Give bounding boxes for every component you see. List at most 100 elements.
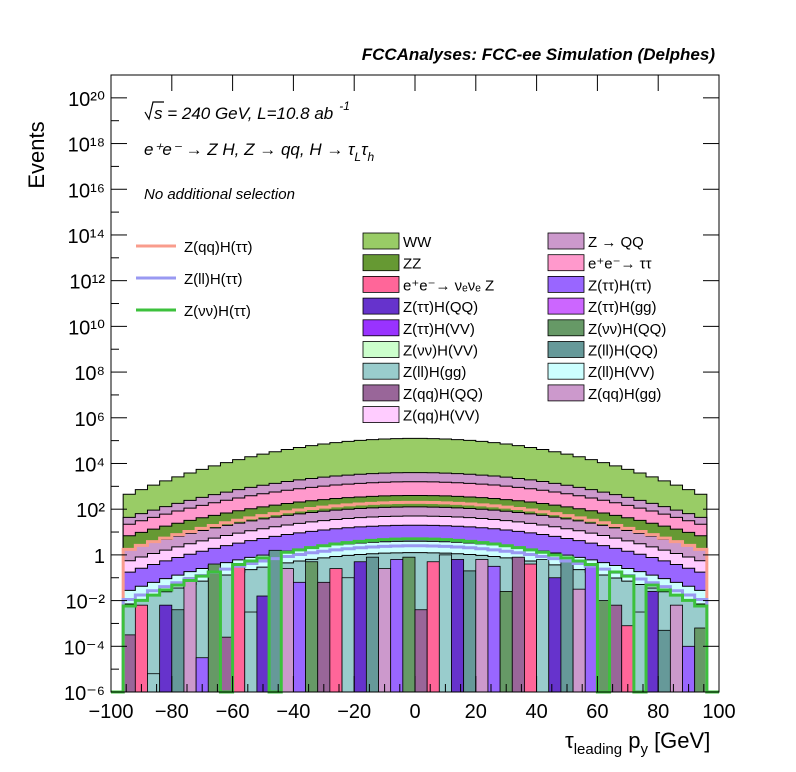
legend-col3-label-0: Z → QQ bbox=[588, 234, 644, 251]
bg-bar-35 bbox=[536, 559, 550, 693]
bg-bar-20 bbox=[353, 561, 367, 693]
y-tick-label-0: 10⁻⁶ bbox=[64, 683, 105, 705]
signal-lines bbox=[111, 500, 719, 694]
process-sub2: h bbox=[367, 150, 374, 164]
legend-col2-label-2: e⁺e⁻→ νₑνₑ Z bbox=[403, 277, 494, 294]
x-label-p: p bbox=[622, 728, 640, 753]
legend-col2-swatch-5 bbox=[362, 341, 400, 358]
bg-bar-12 bbox=[256, 595, 270, 693]
bg-bar-42 bbox=[621, 625, 635, 693]
bg-bar-8 bbox=[207, 563, 221, 693]
legend-col3-swatch-7 bbox=[547, 384, 585, 402]
y-tick-label-2: 10⁻² bbox=[66, 592, 106, 614]
x-label-sub: leading bbox=[574, 741, 622, 758]
process-text: e⁺e⁻ → Z H, Z → qq, H → τ bbox=[144, 140, 356, 159]
y-tick-label-8: 10¹⁰ bbox=[68, 317, 105, 339]
energy-annotation: s = 240 GeV, L=10.8 ab -1 bbox=[144, 99, 350, 123]
legend-col2-label-0: WW bbox=[403, 234, 432, 251]
legend-col3-label-5: Z(ll)H(QQ) bbox=[588, 343, 658, 360]
legend-col3-label-2: Z(ττ)H(ττ) bbox=[588, 277, 652, 294]
legend-col2-label-8: Z(qq)H(VV) bbox=[403, 408, 480, 425]
bg-bar-27 bbox=[438, 554, 452, 693]
bg-bar-44 bbox=[645, 591, 659, 693]
x-axis-label: τleading py [GeV] bbox=[565, 728, 710, 758]
x-tick-label-9: 80 bbox=[647, 701, 669, 723]
bg-bar-22 bbox=[378, 568, 392, 693]
legend-col2-swatch-0 bbox=[362, 232, 400, 250]
bg-bar-21 bbox=[365, 556, 379, 693]
process-tau: τ bbox=[361, 140, 369, 159]
x-tick-label-7: 40 bbox=[525, 701, 547, 723]
legend-col2-swatch-1 bbox=[362, 254, 400, 272]
legend-col2-swatch-3 bbox=[362, 297, 400, 315]
x-label-tau: τ bbox=[565, 728, 574, 753]
legend-line-label-2: Z(νν)H(ττ) bbox=[184, 303, 251, 320]
chart-title: FCCAnalyses: FCC-ee Simulation (Delphes) bbox=[362, 45, 716, 64]
bg-bar-32 bbox=[499, 591, 513, 693]
legend-col2-label-3: Z(ττ)H(QQ) bbox=[403, 299, 478, 316]
x-tick-label-0: −100 bbox=[88, 701, 133, 723]
bg-bar-15 bbox=[292, 581, 306, 693]
y-tick-label-6: 10⁶ bbox=[75, 409, 105, 431]
legend-col3-swatch-1 bbox=[547, 254, 585, 272]
legend-col3-label-6: Z(ll)H(VV) bbox=[588, 364, 655, 381]
legend-col2-label-7: Z(qq)H(QQ) bbox=[403, 386, 483, 403]
legend-col3-label-3: Z(ττ)H(gg) bbox=[588, 299, 657, 316]
legend-col2-swatch-2 bbox=[362, 275, 400, 293]
bg-bar-5 bbox=[171, 609, 185, 693]
selection-annotation: No additional selection bbox=[144, 186, 295, 203]
legend-line-label-0: Z(qq)H(ττ) bbox=[184, 239, 253, 256]
legend-col2-swatch-4 bbox=[362, 319, 400, 337]
bg-bar-4 bbox=[159, 604, 173, 693]
y-axis-label: Events bbox=[24, 121, 49, 188]
bg-bar-38 bbox=[572, 588, 586, 693]
bg-bar-29 bbox=[463, 570, 477, 693]
legend-col3-swatch-0 bbox=[547, 232, 585, 250]
sqrt-symbol bbox=[144, 101, 164, 121]
bg-bar-28 bbox=[451, 559, 465, 693]
bg-bar-31 bbox=[487, 565, 501, 693]
bg-bar-16 bbox=[305, 561, 319, 693]
process-annotation: e⁺e⁻ → Z H, Z → qq, H → τLτh bbox=[144, 140, 374, 164]
x-tick-label-1: −80 bbox=[155, 701, 189, 723]
bg-bar-34 bbox=[524, 563, 538, 693]
y-tick-label-13: 10²⁰ bbox=[68, 89, 105, 111]
bg-bar-2 bbox=[134, 604, 148, 693]
bg-bar-17 bbox=[317, 581, 331, 693]
bg-bar-19 bbox=[341, 577, 355, 693]
bg-bar-41 bbox=[609, 604, 623, 693]
bg-bar-25 bbox=[414, 609, 428, 693]
legend-col2-swatch-8 bbox=[362, 406, 400, 424]
svg-text:s = 240 GeV, L=10.8 ab-1: s = 240 GeV, L=10.8 ab -1 bbox=[154, 99, 350, 123]
legend-col2-swatch-6 bbox=[362, 362, 400, 380]
bg-bar-24 bbox=[402, 556, 416, 693]
bg-bar-36 bbox=[548, 577, 562, 693]
y-tick-label-5: 10⁴ bbox=[74, 454, 105, 476]
bg-bar-14 bbox=[280, 568, 294, 693]
legend-col3-swatch-3 bbox=[547, 297, 585, 315]
x-tick-label-5: 0 bbox=[409, 701, 420, 723]
energy-exp: -1 bbox=[339, 99, 350, 113]
bg-bar-6 bbox=[183, 577, 197, 693]
legend-col2-swatch-7 bbox=[362, 384, 400, 402]
legend-col3-label-1: e⁺e⁻→ ττ bbox=[588, 256, 652, 273]
x-tick-label-4: −20 bbox=[337, 701, 371, 723]
legend: Z(qq)H(ττ) Z(ll)H(ττ) Z(νν)H(ττ) WW ZZ e⁺e⁻→ … bbox=[136, 232, 666, 425]
bg-bar-1 bbox=[122, 634, 136, 693]
y-tick-label-4: 10² bbox=[76, 500, 105, 522]
legend-col3-swatch-6 bbox=[547, 362, 585, 380]
legend-col2-label-4: Z(ττ)H(VV) bbox=[403, 321, 475, 338]
bg-bar-40 bbox=[597, 600, 610, 693]
bg-bar-26 bbox=[426, 561, 440, 693]
bg-bar-33 bbox=[511, 556, 525, 693]
y-tick-label-9: 10¹² bbox=[69, 272, 105, 294]
bg-bar-48 bbox=[694, 627, 708, 693]
legend-col3-swatch-2 bbox=[547, 275, 585, 293]
bg-bar-37 bbox=[560, 561, 574, 693]
bg-bar-23 bbox=[390, 559, 404, 693]
y-tick-label-1: 10⁻⁴ bbox=[64, 637, 105, 659]
legend-col2-label-1: ZZ bbox=[403, 256, 421, 273]
bg-bar-18 bbox=[329, 568, 343, 693]
y-tick-label-3: 1 bbox=[94, 546, 105, 568]
energy-prefix: s bbox=[154, 104, 163, 123]
